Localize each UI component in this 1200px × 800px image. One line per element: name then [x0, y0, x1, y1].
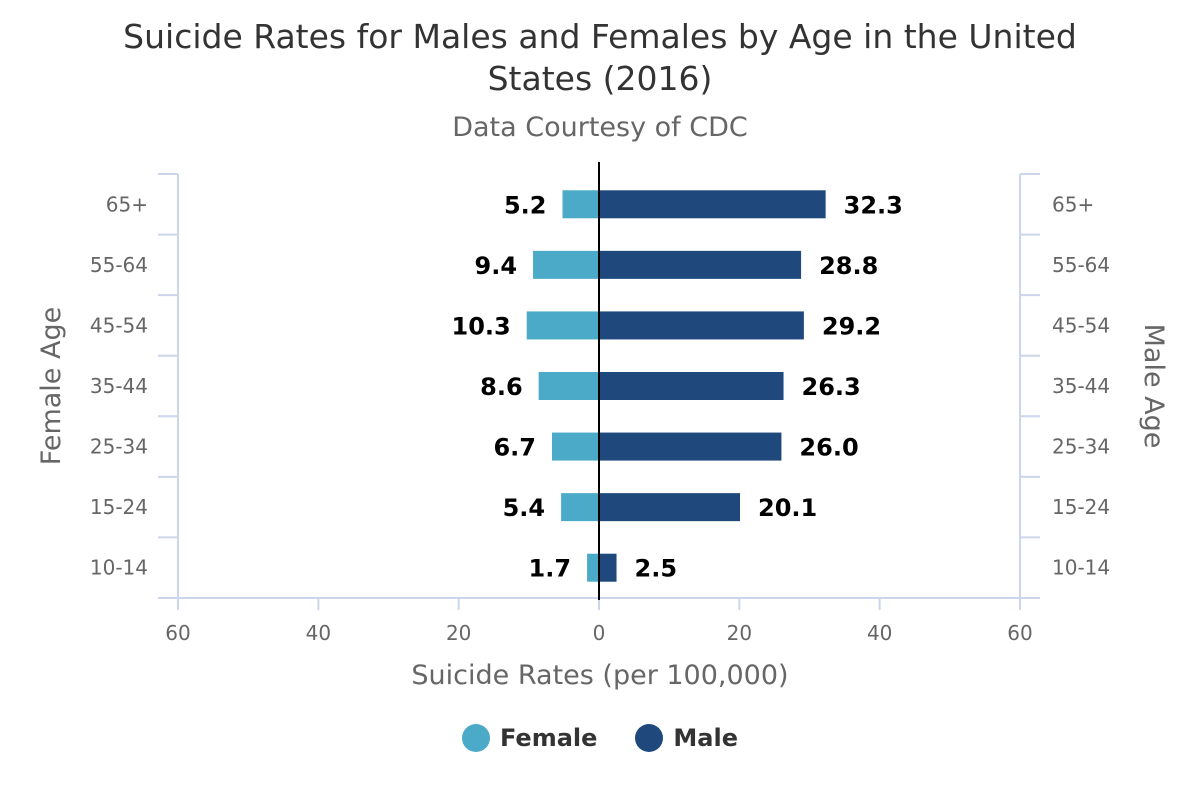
male-data-label: 29.2: [822, 312, 881, 340]
legend-female-swatch: [462, 724, 490, 752]
male-bar: [599, 311, 804, 340]
male-bar: [599, 553, 617, 582]
right-category-label: 35-44: [1052, 374, 1110, 398]
female-bar: [562, 190, 599, 219]
x-tick-label: 40: [306, 621, 331, 645]
male-data-label: 20.1: [758, 494, 817, 522]
left-category-label: 15-24: [90, 495, 148, 519]
female-data-label: 9.4: [475, 252, 518, 280]
left-category-label: 25-34: [90, 435, 148, 459]
male-data-label: 28.8: [819, 252, 878, 280]
female-bar: [551, 432, 599, 461]
right-category-label: 45-54: [1052, 313, 1110, 337]
right-category-label: 10-14: [1052, 556, 1110, 580]
legend-female-label: Female: [500, 724, 598, 752]
female-data-label: 10.3: [452, 312, 511, 340]
x-tick-label: 20: [727, 621, 752, 645]
left-axis-title: Female Age: [36, 307, 67, 465]
x-tick-label: 60: [165, 621, 190, 645]
left-category-label: 10-14: [90, 556, 148, 580]
left-category-label: 45-54: [90, 313, 148, 337]
male-bar: [599, 250, 802, 279]
right-category-label: 65+: [1052, 192, 1094, 216]
male-bar: [599, 432, 782, 461]
male-bar: [599, 190, 826, 219]
right-category-label: 15-24: [1052, 495, 1110, 519]
male-bar: [599, 493, 741, 522]
female-data-label: 6.7: [493, 434, 536, 462]
female-bar: [561, 493, 599, 522]
female-data-label: 8.6: [480, 373, 523, 401]
chart-title: Suicide Rates for Males and Females by A…: [0, 16, 1200, 100]
chart-subtitle: Data Courtesy of CDC: [452, 112, 748, 143]
male-data-label: 32.3: [844, 191, 903, 219]
x-tick-label: 0: [593, 621, 606, 645]
male-data-label: 2.5: [635, 555, 678, 583]
left-category-label: 35-44: [90, 374, 148, 398]
left-category-label: 65+: [106, 192, 148, 216]
left-category-label: 55-64: [90, 253, 148, 277]
female-bar: [538, 372, 599, 400]
x-axis-title: Suicide Rates (per 100,000): [411, 660, 788, 691]
legend-item-female[interactable]: Female: [462, 724, 597, 752]
legend-item-male[interactable]: Male: [635, 724, 738, 752]
male-data-label: 26.0: [799, 434, 858, 462]
female-bar: [526, 311, 599, 340]
legend-male-swatch: [635, 724, 664, 752]
right-category-label: 25-34: [1052, 435, 1110, 459]
female-data-label: 5.2: [504, 191, 547, 219]
chart-title-line-1: Suicide Rates for Males and Females by A…: [123, 17, 1077, 56]
x-tick-label: 40: [867, 621, 892, 645]
right-axis-title: Male Age: [1138, 324, 1169, 449]
legend: Female Male: [0, 724, 1200, 752]
x-tick-label: 20: [446, 621, 471, 645]
legend-male-label: Male: [673, 724, 738, 752]
chart-title-line-2: States (2016): [487, 59, 713, 98]
female-bar: [533, 250, 599, 279]
female-bar: [587, 553, 599, 582]
male-bar: [599, 372, 784, 400]
female-data-label: 5.4: [503, 494, 546, 522]
female-data-label: 1.7: [529, 555, 572, 583]
male-data-label: 26.3: [802, 373, 861, 401]
x-tick-label: 60: [1007, 621, 1032, 645]
right-category-label: 55-64: [1052, 253, 1110, 277]
